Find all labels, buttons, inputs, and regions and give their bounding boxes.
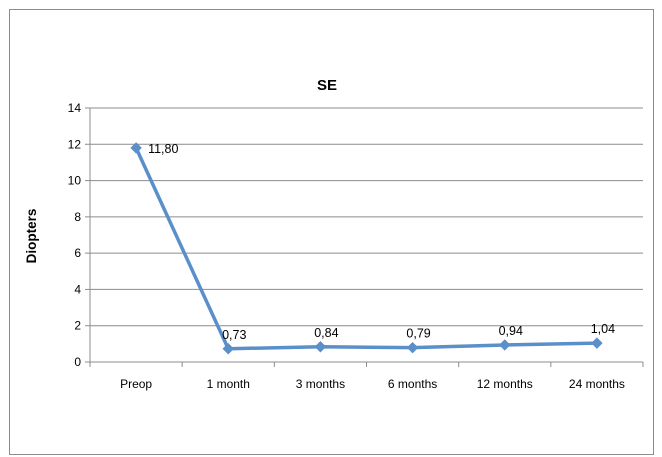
chart-title: SE: [317, 77, 337, 94]
x-tick-label: 24 months: [569, 377, 625, 391]
data-label: 11,80: [148, 142, 178, 156]
axes: [85, 107, 644, 367]
y-tick-label: 8: [74, 210, 81, 224]
y-tick-label: 10: [68, 174, 82, 188]
data-label: 0,79: [406, 327, 430, 341]
y-tick-label: 6: [74, 246, 81, 260]
y-tick-labels: 0 2 4 6 8 10 12 14: [68, 101, 82, 369]
data-point-marker: [499, 339, 511, 351]
data-label: 0,84: [314, 326, 338, 340]
data-labels: 11,80 0,73 0,84 0,79 0,94 1,04: [148, 142, 615, 342]
data-point-marker: [314, 341, 327, 353]
data-point-marker: [130, 142, 142, 154]
data-label: 1,04: [591, 322, 615, 336]
y-tick-label: 12: [68, 137, 82, 151]
series-line: [134, 146, 599, 351]
y-tick-label: 0: [74, 355, 81, 369]
data-point-marker: [591, 337, 603, 349]
data-label: 0,94: [499, 324, 523, 338]
x-tick-label: 3 months: [296, 377, 345, 391]
series-se: [130, 142, 603, 355]
gridlines: [90, 107, 643, 327]
y-tick-label: 4: [74, 282, 81, 296]
y-tick-label: 2: [74, 319, 81, 333]
chart-frame: [9, 9, 654, 455]
data-point-marker: [222, 343, 234, 355]
x-tick-label: 12 months: [477, 377, 533, 391]
x-tick-label: Preop: [120, 377, 152, 391]
x-tick-label: 1 month: [207, 377, 250, 391]
data-point-marker: [406, 341, 419, 354]
data-label: 0,73: [222, 328, 246, 342]
y-tick-label: 14: [68, 101, 82, 115]
y-axis-label: Diopters: [24, 209, 39, 264]
x-tick-labels: Preop 1 month 3 months 6 months 12 months 24 …: [120, 377, 625, 391]
x-tick-label: 6 months: [388, 377, 437, 391]
